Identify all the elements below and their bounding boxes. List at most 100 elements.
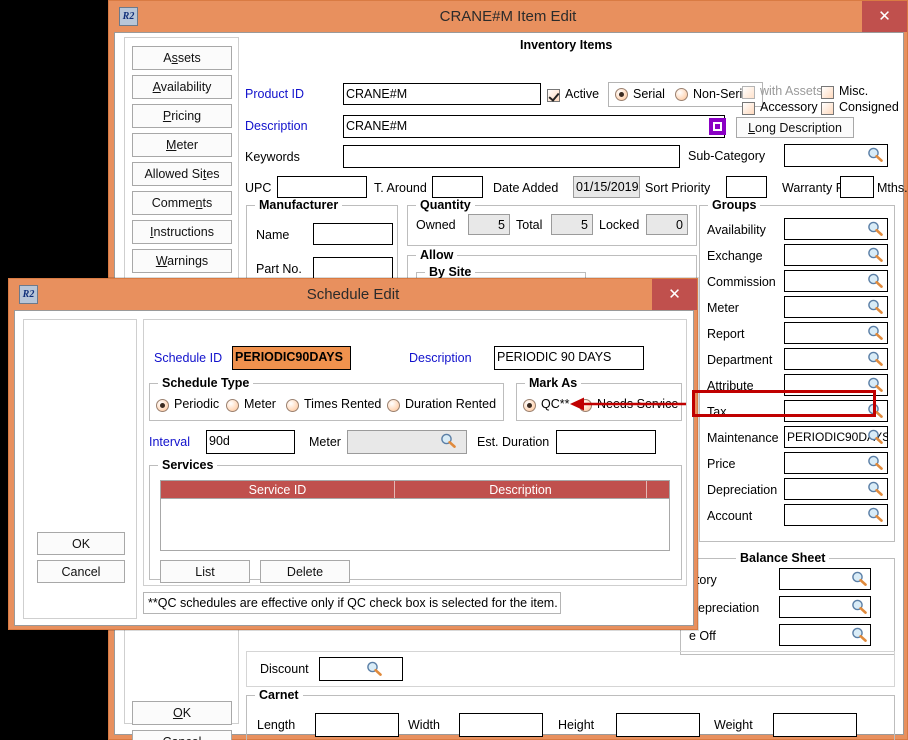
product-id-label: Product ID (245, 87, 305, 101)
group-exchange-label: Exchange (707, 249, 763, 263)
sidebar-item-pricing[interactable]: Pricing (132, 104, 232, 128)
non-serial-label: Non-Serial (693, 87, 753, 101)
bs-inventory-input[interactable] (779, 568, 871, 590)
schedule-type-times-rented-label: Times Rented (304, 397, 382, 411)
mfr-part-no-label: Part No. (256, 262, 302, 276)
group-account-input[interactable] (784, 504, 888, 526)
carnet-length-input[interactable] (315, 713, 399, 737)
keywords-input[interactable] (343, 145, 680, 168)
schedule-edit-dialog: R2 Schedule Edit ✕ OK Cancel Schedule ID… (8, 278, 698, 630)
warranty-units-label: Mths. (877, 181, 908, 195)
group-exchange-input[interactable] (784, 244, 888, 266)
turnaround-input[interactable] (432, 176, 483, 198)
carnet-height-input[interactable] (616, 713, 700, 737)
main-ok-button[interactable]: OK (132, 701, 232, 725)
sidebar-item-meter[interactable]: Meter (132, 133, 232, 157)
sort-priority-label: Sort Priority (645, 181, 711, 195)
sidebar-item-label: Availability (152, 80, 212, 94)
interval-input[interactable]: 90d (206, 430, 295, 454)
sidebar-item-warnings[interactable]: Warnings (132, 249, 232, 273)
by-site-title: By Site (425, 265, 476, 279)
group-attribute-input[interactable] (784, 374, 888, 396)
schedule-description-input[interactable]: PERIODIC 90 DAYS (494, 346, 644, 370)
accessory-label: Accessory (760, 100, 818, 114)
groups-group: Groups Availability Exchange Commission … (699, 198, 895, 542)
group-department-input[interactable] (784, 348, 888, 370)
group-meter-input[interactable] (784, 296, 888, 318)
mfr-name-input[interactable] (313, 223, 393, 245)
schedule-type-periodic-label: Periodic (174, 397, 220, 411)
discount-input[interactable] (319, 657, 403, 681)
carnet-title: Carnet (255, 688, 303, 702)
group-price-label: Price (707, 457, 736, 471)
est-duration-input[interactable] (556, 430, 656, 454)
sort-priority-input[interactable] (726, 176, 767, 198)
carnet-weight-input[interactable] (773, 713, 857, 737)
sidebar-item-comments[interactable]: Comments (132, 191, 232, 215)
product-id-input[interactable]: CRANE#M (343, 83, 541, 105)
bs-write-off-input[interactable] (779, 624, 871, 646)
non-serial-radio[interactable] (675, 88, 688, 101)
upc-label: UPC (245, 181, 272, 195)
services-group: Services Service ID Description List Del… (149, 458, 682, 583)
group-commission-input[interactable] (784, 270, 888, 292)
column-header-description[interactable]: Description (395, 481, 647, 498)
group-price-input[interactable] (784, 452, 888, 474)
consigned-checkbox[interactable] (821, 102, 834, 115)
serial-radio[interactable] (615, 88, 628, 101)
active-label: Active (565, 87, 600, 101)
schedule-type-times-rented-radio[interactable] (286, 399, 299, 412)
misc-checkbox[interactable] (821, 86, 834, 99)
group-maintenance-input[interactable]: PERIODIC90DAYS (784, 426, 888, 448)
group-report-input[interactable] (784, 322, 888, 344)
main-ok-label: OK (172, 706, 192, 720)
accessory-checkbox[interactable] (742, 102, 755, 115)
schedule-cancel-button[interactable]: Cancel (37, 560, 125, 583)
bs-depreciation-input[interactable] (779, 596, 871, 618)
sidebar-item-label: Assets (163, 51, 201, 65)
services-grid-body[interactable] (160, 499, 670, 551)
sub-category-input[interactable] (784, 144, 888, 167)
services-list-button[interactable]: List (160, 560, 250, 583)
group-availability-input[interactable] (784, 218, 888, 240)
misc-label: Misc. (839, 84, 869, 98)
carnet-width-input[interactable] (459, 713, 543, 737)
total-value: 5 (551, 214, 593, 235)
sidebar-item-assets[interactable]: Assets (132, 46, 232, 70)
group-tax-input[interactable] (784, 400, 888, 422)
mark-as-qc-radio[interactable] (523, 399, 536, 412)
long-description-button[interactable]: Long Description (736, 117, 854, 138)
upc-input[interactable] (277, 176, 367, 198)
mark-as-needs-service-radio[interactable] (579, 399, 592, 412)
column-header-service-id[interactable]: Service ID (161, 481, 395, 498)
active-checkbox[interactable] (547, 89, 560, 102)
sidebar-item-instructions[interactable]: Instructions (132, 220, 232, 244)
close-icon[interactable]: ✕ (862, 1, 907, 32)
services-title: Services (158, 458, 218, 472)
schedule-ok-button[interactable]: OK (37, 532, 125, 555)
main-cancel-label: Cancel (163, 735, 202, 740)
schedule-type-meter-radio[interactable] (226, 399, 239, 412)
with-assets-checkbox[interactable] (742, 86, 755, 99)
allow-title: Allow (416, 248, 458, 262)
quantity-title: Quantity (416, 198, 475, 212)
group-report-label: Report (707, 327, 745, 341)
schedule-id-input[interactable]: PERIODIC90DAYS (232, 346, 351, 370)
group-depreciation-input[interactable] (784, 478, 888, 500)
schedule-type-periodic-radio[interactable] (156, 399, 169, 412)
sidebar-item-allowed-sites[interactable]: Allowed Sites (132, 162, 232, 186)
schedule-type-duration-rented-radio[interactable] (387, 399, 400, 412)
warranty-period-input[interactable] (840, 176, 874, 198)
carnet-height-label: Height (558, 718, 595, 732)
description-input[interactable]: CRANE#M (343, 115, 725, 138)
close-icon[interactable]: ✕ (652, 279, 697, 310)
mfr-part-no-input[interactable] (313, 257, 393, 279)
expand-icon[interactable] (709, 118, 726, 135)
sidebar-item-availability[interactable]: Availability (132, 75, 232, 99)
services-delete-button[interactable]: Delete (260, 560, 350, 583)
main-cancel-button[interactable]: Cancel (132, 730, 232, 740)
mark-as-group: Mark As QC** Needs Service (516, 376, 682, 421)
date-added-label: Date Added (493, 181, 559, 195)
owned-value: 5 (468, 214, 510, 235)
bs-depreciation-label: Depreciation (689, 601, 760, 615)
